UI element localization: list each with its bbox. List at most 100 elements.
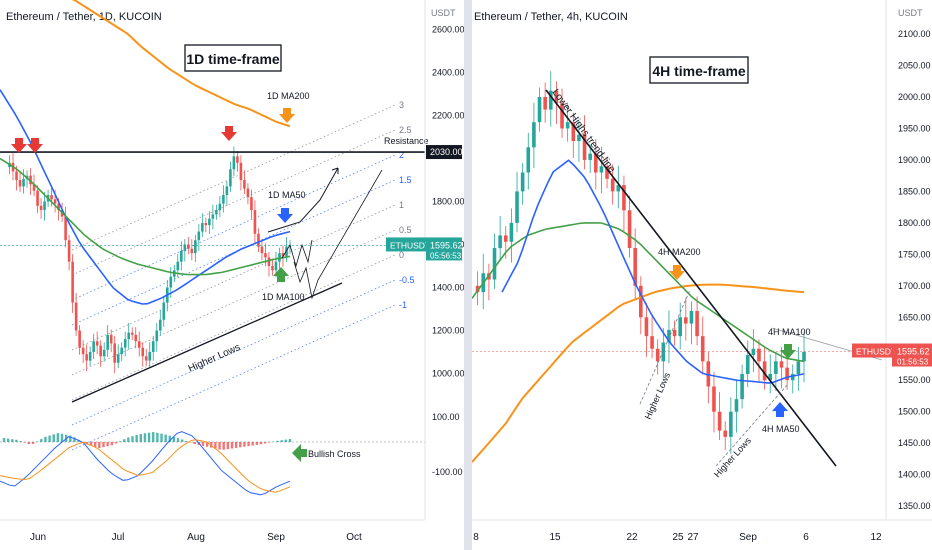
ma200-arrow: [669, 265, 685, 280]
macd-histogram-bar: [205, 442, 209, 447]
fib-level-label: 2.5: [399, 125, 412, 135]
candle-body: [151, 341, 155, 352]
fib-channel-line: [71, 104, 396, 251]
macd-signal-line: [0, 439, 291, 493]
macd-histogram-bar: [268, 442, 271, 443]
candle-body: [155, 330, 159, 342]
last-price-text: 1595.62: [897, 347, 930, 357]
right-x-tick-label: 8: [473, 532, 479, 543]
ma200-arrow: [279, 108, 295, 123]
macd-histogram-bar: [6, 438, 10, 442]
macd-histogram-bar: [218, 442, 221, 450]
candle-body: [751, 348, 756, 356]
candle-body: [29, 175, 32, 185]
candle-body: [520, 172, 525, 192]
candle-body: [532, 122, 536, 148]
candle-body: [197, 231, 201, 241]
candle-body: [267, 257, 271, 266]
right-symbol-title: Ethereum / Tether, 4h, KUCOIN: [474, 11, 628, 23]
macd-histogram-bar: [118, 441, 122, 442]
candle-body: [194, 240, 197, 254]
left-symbol-title: Ethereum / Tether, 1D, KUCOIN: [6, 11, 162, 23]
right-y-tick-label: 1500.00: [898, 407, 931, 417]
candle-body: [689, 310, 694, 324]
candle-body: [577, 134, 581, 142]
macd-histogram-bar: [15, 439, 18, 442]
candle-body: [571, 122, 576, 142]
candle-body: [565, 122, 570, 129]
higher-lows-label-1: Higher Lows: [643, 371, 673, 421]
four-hour-chart-panel[interactable]: Ethereum / Tether, 4h, KUCOIN USDT Lower…: [472, 0, 932, 550]
ma100-arrow: [273, 267, 289, 282]
candle-body: [257, 233, 260, 247]
candle-body: [271, 266, 274, 271]
macd-histogram-bar: [143, 433, 147, 442]
right-y-tick-label: 2100.00: [898, 29, 931, 39]
left-x-tick-label: Jul: [112, 532, 125, 543]
projection-curve-1: [267, 167, 339, 233]
right-y-tick-label: 1750.00: [898, 249, 931, 259]
last-price-tag: [426, 237, 462, 261]
candle-body: [695, 310, 699, 337]
ma50-arrow: [277, 208, 293, 223]
macd-histogram-bar: [56, 433, 60, 442]
candle-body: [757, 348, 761, 362]
fib-level-label: -1: [399, 300, 407, 310]
macd-tick-label: 100.00: [432, 412, 460, 422]
candle-body: [560, 103, 564, 129]
candle-body: [43, 201, 46, 211]
fib-channel-line: [71, 279, 396, 426]
candle-body: [745, 355, 750, 374]
ma50-label: 1D MA50: [268, 190, 306, 200]
candle-body: [130, 332, 134, 335]
right-x-tick-label: 22: [626, 532, 638, 543]
macd-histogram-bar: [40, 439, 43, 442]
candle-body: [655, 348, 660, 362]
countdown-text: 01:56:53: [897, 358, 929, 367]
candle-body: [102, 349, 106, 357]
macd-histogram-bar: [284, 439, 288, 442]
left-y-tick-label: 2200.00: [432, 111, 464, 121]
candle-body: [593, 153, 598, 173]
candle-body: [53, 199, 57, 204]
daily-chart-panel[interactable]: Ethereum / Tether, 1D, KUCOIN USDT 3 2.5 2…: [0, 0, 464, 550]
candle-body: [622, 185, 626, 211]
resistance-price-tag: [426, 145, 462, 160]
candle-body: [278, 253, 281, 262]
macd-histogram-bar: [2, 438, 6, 442]
candle-body: [15, 171, 18, 180]
ma50-line: [501, 159, 805, 384]
fib-level-label: 0.5: [399, 225, 412, 235]
left-y-tick-label: 2600.00: [432, 25, 464, 35]
macd-histogram-bar: [23, 442, 26, 443]
candle-body: [32, 184, 36, 191]
right-y-tick-label: 1800.00: [898, 218, 931, 228]
macd-histogram-bar: [139, 433, 142, 442]
candle-body: [543, 96, 547, 110]
timeframe-title: 4H time-frame: [652, 63, 746, 79]
candle-body: [678, 317, 683, 337]
ma200-label: 4H MA200: [658, 247, 701, 257]
projection-arrowhead-1: [331, 167, 339, 174]
left-x-tick-label: Sep: [267, 532, 285, 543]
candle-body: [250, 197, 253, 211]
candle-body: [158, 319, 162, 331]
left-y-tick-label: 1800.00: [432, 197, 464, 207]
candle-body: [183, 244, 187, 251]
candle-body: [232, 156, 236, 170]
candle-body: [109, 334, 113, 344]
candle-body: [526, 147, 531, 173]
candle-body: [88, 352, 92, 361]
candle-body: [95, 341, 99, 346]
macd-histogram-bar: [164, 434, 167, 442]
macd-histogram-bar: [263, 442, 267, 444]
candle-body: [274, 261, 278, 271]
fib-level-label: 3: [399, 100, 404, 110]
macd-histogram-bar: [288, 439, 292, 442]
right-y-tick-label: 2000.00: [898, 92, 931, 102]
candle-body: [187, 244, 190, 249]
ma100-label: 1D MA100: [262, 292, 305, 302]
macd-histogram-bar: [172, 436, 176, 442]
last-price-text: 1595.62: [430, 240, 463, 250]
